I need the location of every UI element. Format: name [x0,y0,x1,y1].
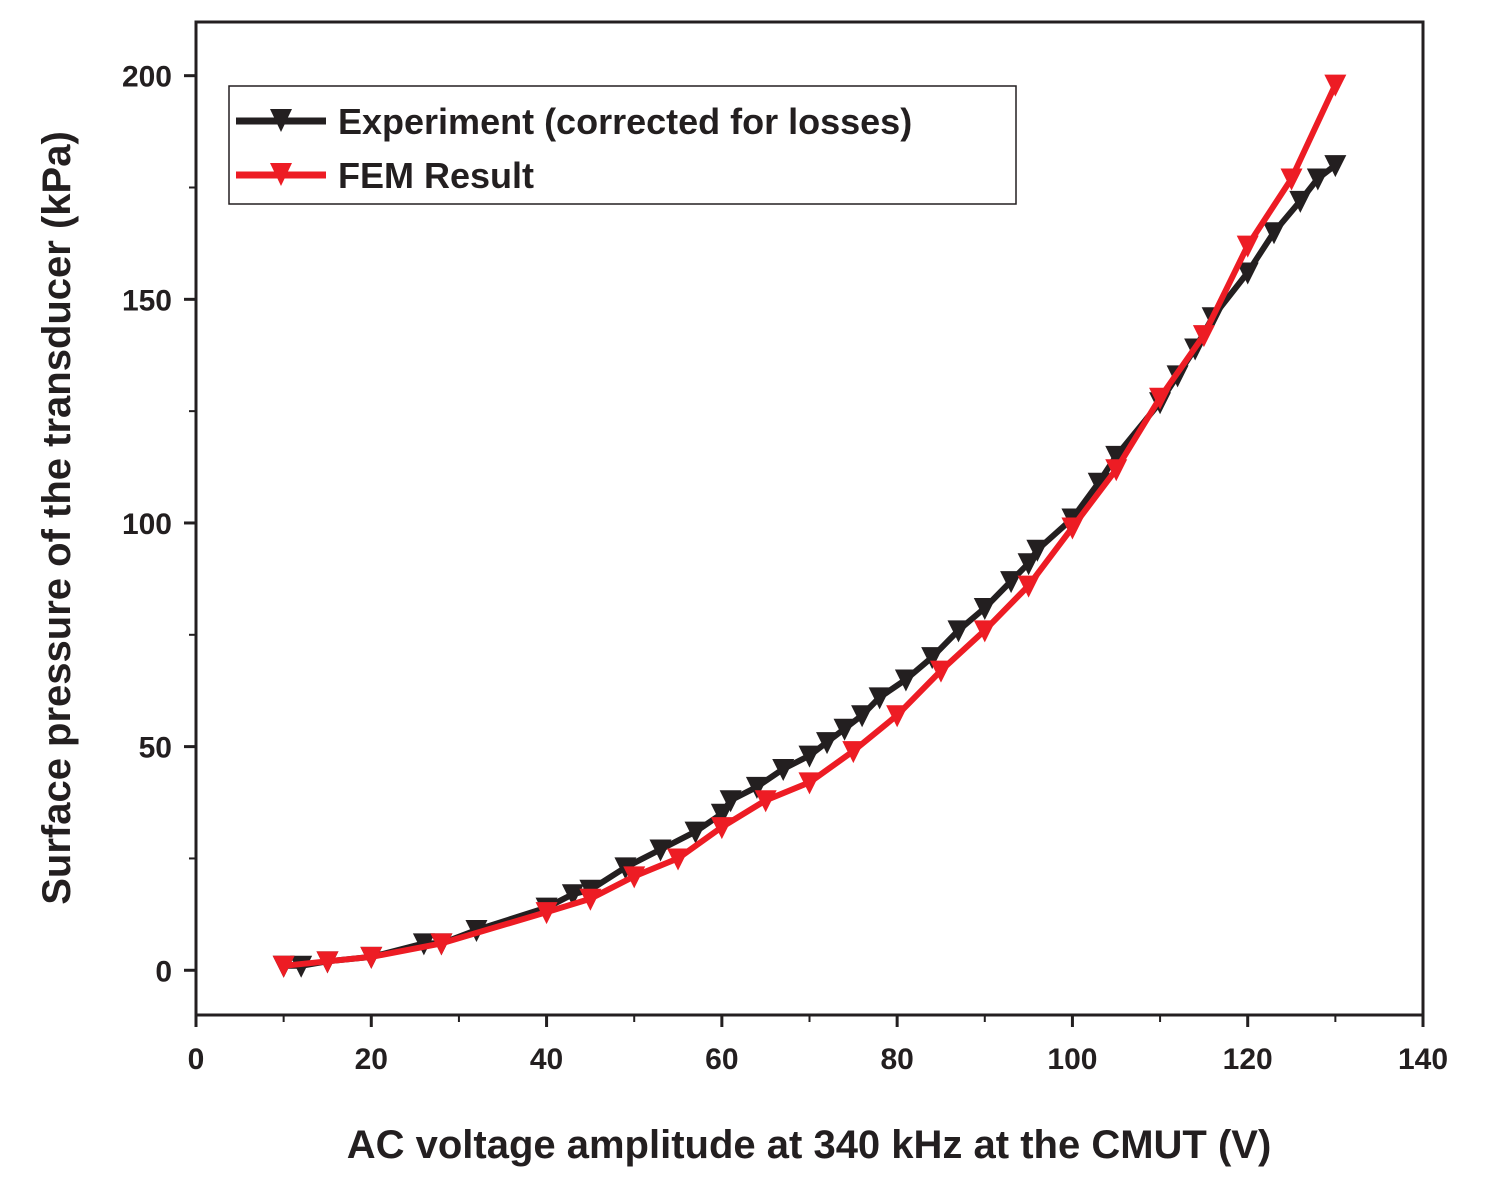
x-tick-label: 140 [1398,1043,1448,1076]
x-tick-label: 60 [705,1043,738,1076]
legend: Experiment (corrected for losses) FEM Re… [229,86,1016,204]
legend-label-experiment: Experiment (corrected for losses) [338,101,912,142]
y-tick-label: 50 [139,732,172,765]
y-tick-label: 150 [122,284,172,317]
x-axis-title: AC voltage amplitude at 340 kHz at the C… [347,1123,1272,1167]
x-tick-label: 120 [1223,1043,1273,1076]
series-1 [273,75,1347,978]
x-tick-label: 40 [530,1043,563,1076]
x-tick-label: 0 [188,1043,205,1076]
y-tick-label: 0 [155,955,172,988]
series-line [284,165,1336,966]
series-0 [273,155,1347,978]
series-layer [273,75,1347,978]
chart: 0 20 40 60 80 100 120 140 0 50 100 150 200 AC volta… [0,0,1485,1196]
x-tick-label: 20 [355,1043,388,1076]
data-point [1237,236,1259,258]
y-tick-label: 100 [122,508,172,541]
x-tick-label: 100 [1047,1043,1097,1076]
x-axis: 0 20 40 60 80 100 120 140 [188,1015,1448,1076]
series-line [284,85,1336,966]
y-tick-label: 200 [122,61,172,94]
x-tick-label: 80 [880,1043,913,1076]
y-axis-title: Surface pressure of the transducer (kPa) [35,131,79,905]
data-point [1324,75,1346,97]
y-axis: 0 50 100 150 200 [122,61,196,989]
legend-label-fem: FEM Result [338,155,534,196]
data-point [755,790,777,812]
